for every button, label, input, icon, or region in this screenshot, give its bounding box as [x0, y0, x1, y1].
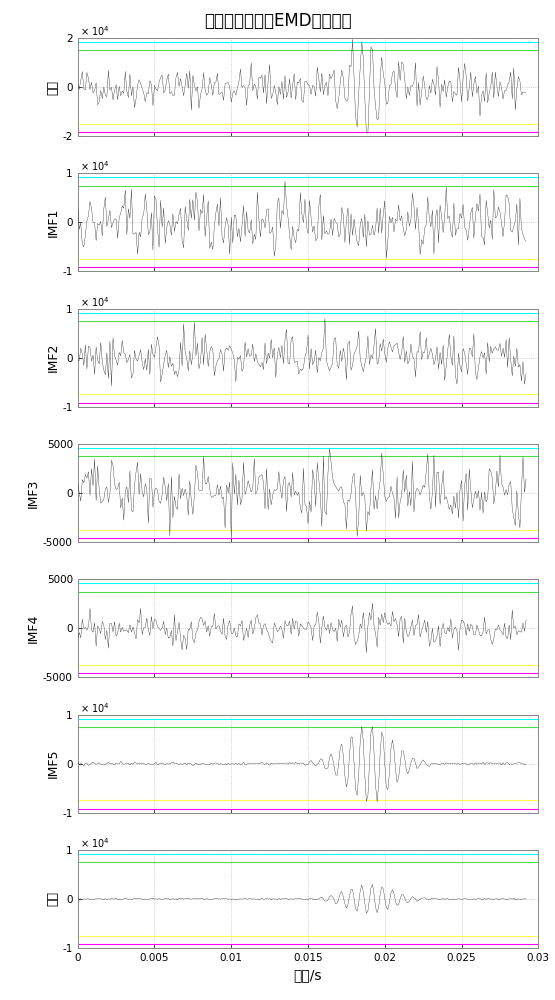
Y-axis label: IMF2: IMF2 — [47, 343, 60, 372]
Text: × 10$^{4}$: × 10$^{4}$ — [80, 295, 110, 309]
Y-axis label: IMF1: IMF1 — [47, 208, 60, 237]
Text: × 10$^{4}$: × 10$^{4}$ — [80, 24, 110, 38]
X-axis label: 时间/s: 时间/s — [294, 968, 322, 982]
Y-axis label: IMF3: IMF3 — [27, 478, 40, 508]
Text: × 10$^{4}$: × 10$^{4}$ — [80, 160, 110, 173]
Y-axis label: IMF5: IMF5 — [47, 749, 60, 778]
Text: 加噪瞬态信号及EMD分解结果: 加噪瞬态信号及EMD分解结果 — [204, 12, 351, 30]
Y-axis label: 余量: 余量 — [47, 891, 60, 906]
Y-axis label: IMF4: IMF4 — [27, 614, 40, 643]
Y-axis label: 信号: 信号 — [47, 80, 60, 95]
Text: × 10$^{4}$: × 10$^{4}$ — [80, 836, 110, 850]
Text: × 10$^{4}$: × 10$^{4}$ — [80, 701, 110, 715]
